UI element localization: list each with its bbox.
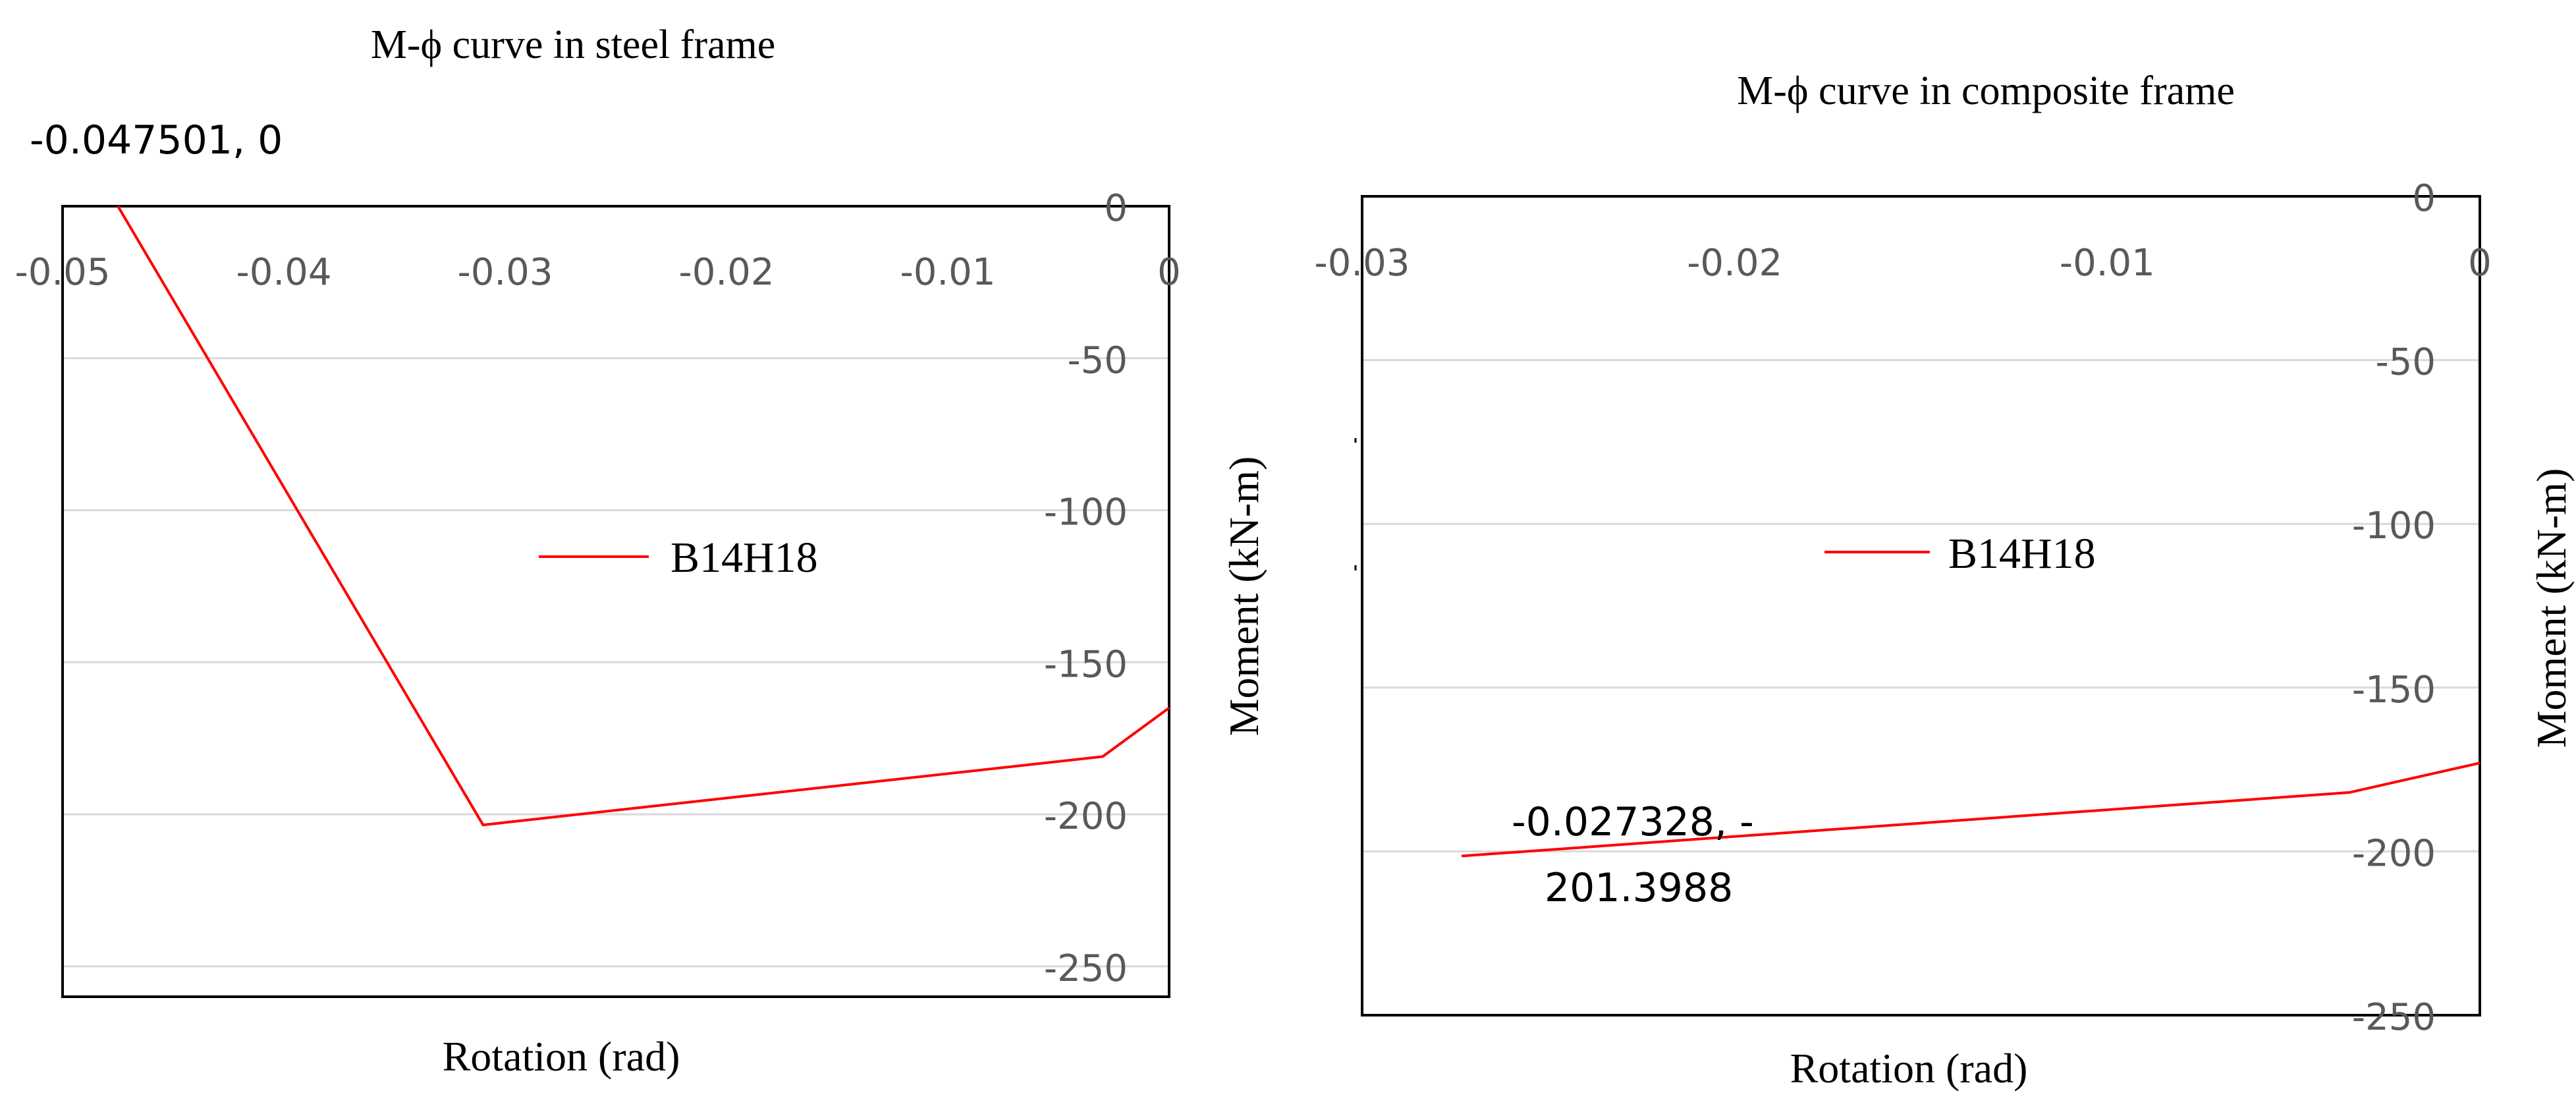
chart-title: M-ϕ curve in steel frame [371,22,776,67]
y-tick-label: -150 [2352,669,2436,711]
series-lines [1461,762,2480,858]
x-tick-label: -0.02 [1687,242,1782,285]
series-lines [117,205,1170,827]
legend: B14H18 [539,534,818,582]
x-tick-label: 0 [2468,242,2492,285]
data-label: -0.047501, 0 [30,117,283,163]
x-tick-label: -0.04 [236,251,332,294]
legend-label: B14H18 [671,534,818,582]
y-tick-label: 0 [1104,187,1128,230]
x-tick-label: -0.01 [900,251,996,294]
legend: B14H18 [1824,530,2096,578]
y-tick-label: -200 [1044,795,1128,838]
data-label-continued: 201.3988 [1545,865,1733,911]
x-axis-label: Rotation (rad) [1790,1045,2028,1092]
x-tick-label: -0.01 [2060,242,2155,285]
data-label: -0.027328, - [1512,799,1754,845]
y-tick-label: -50 [1068,339,1128,382]
y-tick-label: 0 [2412,177,2436,220]
y-tick-label: -150 [1044,643,1128,686]
y-tick-label: -50 [2376,341,2436,384]
x-tick-labels: -0.05 -0.04 -0.03 -0.02 -0.01 0 [15,251,1181,294]
y-tick-labels: 0 -50 -100 -150 -200 -250 [1044,187,1128,990]
x-tick-label: -0.03 [458,251,553,294]
x-tick-labels: -0.03 -0.02 -0.01 0 [1315,242,2492,285]
composite-frame-chart: M-ϕ curve in composite frame -0.03 -0.02-… [1315,69,2575,1092]
x-tick-label: -0.02 [679,251,775,294]
y-tick-label: -250 [2352,996,2436,1039]
x-tick-label: -0.03 [1315,242,1410,285]
x-axis-label: Rotation (rad) [443,1033,680,1080]
gridlines [1362,195,2480,1017]
y-axis-label: Moment (kN-m) [1220,457,1267,737]
gridlines [63,205,1169,968]
y-axis-label: Moment (kN-m) [2528,468,2575,748]
chart-title: M-ϕ curve in composite frame [1737,69,2235,113]
y-tick-labels: 0 -50 -100 -150 -200 -250 [2352,177,2436,1039]
series-line [1461,762,2480,858]
steel-frame-chart: M-ϕ curve in steel frame -0.05 -0.04 -0.03… [15,22,1267,1080]
x-tick-label: -0.05 [15,251,111,294]
y-tick-label: -100 [2352,505,2436,547]
y-tick-label: -250 [1044,947,1128,990]
y-tick-label: -100 [1044,491,1128,534]
series-line [117,205,1170,827]
plot-area-border [1361,195,2481,1017]
y-tick-label: -200 [2352,832,2436,875]
x-tick-label: 0 [1157,251,1181,294]
plot-area-border [61,205,1170,998]
legend-label: B14H18 [1948,530,2096,578]
